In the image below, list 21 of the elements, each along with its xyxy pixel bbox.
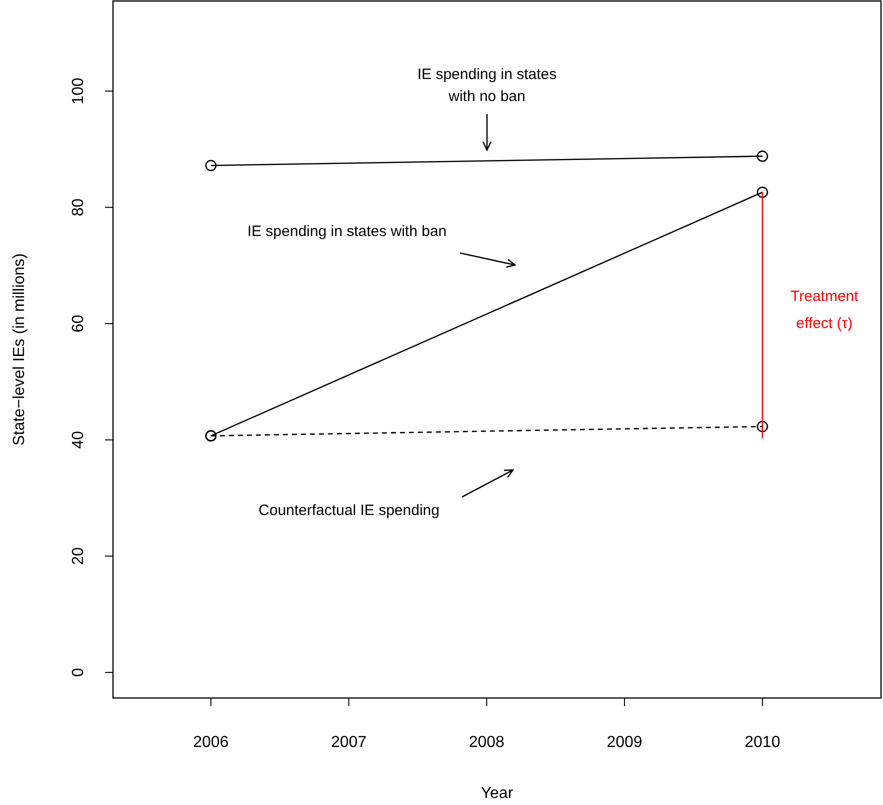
point [756,420,768,432]
y-tick-label: 60 [70,314,87,333]
y-tick-label: 80 [70,198,87,216]
x-tick-label: 2006 [193,734,229,751]
x-tick-label: 2010 [744,734,780,751]
y-tick-label: 100 [70,78,87,104]
y-axis-title: State−level IEs (in millions) [11,253,28,446]
point [205,160,217,172]
point [756,150,768,162]
x-tick-label: 2007 [330,734,367,751]
annotation: IE spending in states with ban [247,223,447,240]
y-tick-label: 20 [70,547,87,566]
point [756,186,768,198]
x-tick-label: 2008 [468,734,505,751]
annotation: Counterfactual IE spending [258,502,440,519]
series-label: Treatment effect (τ) [790,288,860,332]
y-tick-label: 0 [70,668,87,677]
y-tick-label: 40 [70,430,87,449]
x-axis-title: Year [480,785,514,802]
annotation: IE spending in states with no ban [417,66,557,105]
x-tick-label: 2009 [606,734,642,751]
